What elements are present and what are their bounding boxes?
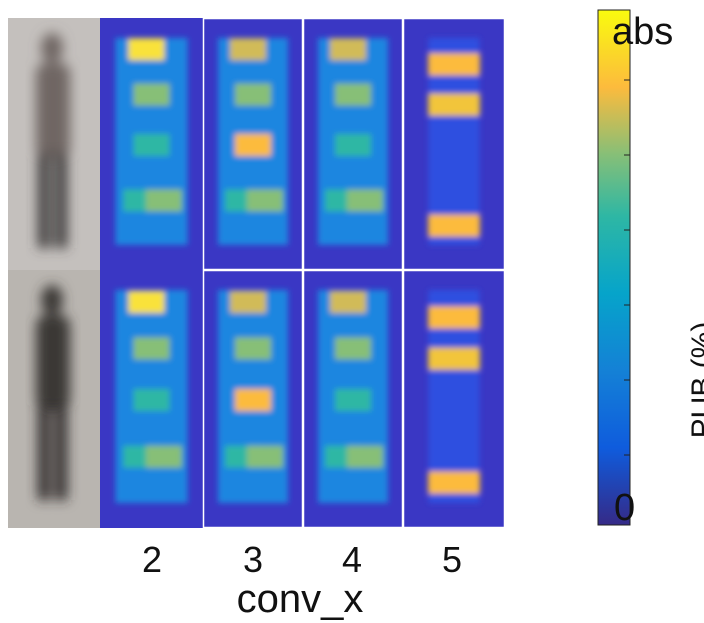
activation [335, 83, 371, 106]
leg [38, 153, 50, 248]
activation [133, 389, 170, 411]
activation [335, 134, 371, 156]
leg [55, 153, 67, 248]
activation [428, 347, 480, 370]
activation [428, 93, 480, 116]
activation [247, 189, 283, 212]
column-label: 3 [243, 539, 263, 580]
heatmap-activations [318, 290, 388, 503]
activation [133, 337, 170, 360]
panel-border [402, 269, 505, 528]
leg [55, 405, 67, 500]
activation [133, 134, 170, 156]
torso [36, 63, 70, 158]
activation [230, 38, 266, 61]
activation [335, 337, 371, 360]
colorbar-label: PUB (%) [686, 322, 704, 439]
activation [428, 53, 480, 76]
heatmap-activations [318, 38, 388, 245]
column-label: 5 [442, 539, 462, 580]
activation [133, 83, 170, 106]
activation [128, 290, 165, 313]
activation [145, 445, 182, 468]
colorbar-min-label: 0 [614, 487, 635, 529]
activation [330, 290, 366, 313]
activation [347, 445, 383, 468]
heatmap-activations [218, 290, 288, 503]
activation [128, 38, 165, 61]
activation [428, 214, 480, 237]
activation [330, 38, 366, 61]
panel-border [202, 18, 304, 271]
colorbar-max-label: abs [612, 11, 673, 53]
activation [235, 134, 271, 156]
activation [335, 389, 371, 411]
heatmap-activations [428, 38, 480, 245]
column-label: 4 [342, 539, 362, 580]
activation [428, 471, 480, 494]
panel-border [302, 269, 404, 528]
heatmap-activations [115, 290, 188, 503]
person-silhouette [36, 33, 70, 248]
person-silhouette [36, 285, 70, 500]
panel-border [202, 269, 304, 528]
leg [38, 405, 50, 500]
head [41, 33, 63, 63]
activation [247, 445, 283, 468]
activation [235, 389, 271, 411]
panel-border [302, 18, 404, 271]
torso [36, 315, 70, 410]
activation [347, 189, 383, 212]
heatmap-activations [115, 38, 188, 245]
panel-border [402, 18, 505, 271]
activation [145, 189, 182, 212]
head [41, 285, 63, 315]
x-axis-label: conv_x [237, 577, 364, 621]
activation [235, 337, 271, 360]
colorbar-ticks [624, 79, 630, 456]
activation [428, 306, 480, 329]
heatmap-activations [218, 38, 288, 245]
activation [230, 290, 266, 313]
activation [235, 83, 271, 106]
column-label: 2 [142, 539, 162, 580]
heatmap-grid [8, 18, 505, 528]
colorbar [597, 9, 631, 526]
heatmap-activations [428, 290, 480, 503]
